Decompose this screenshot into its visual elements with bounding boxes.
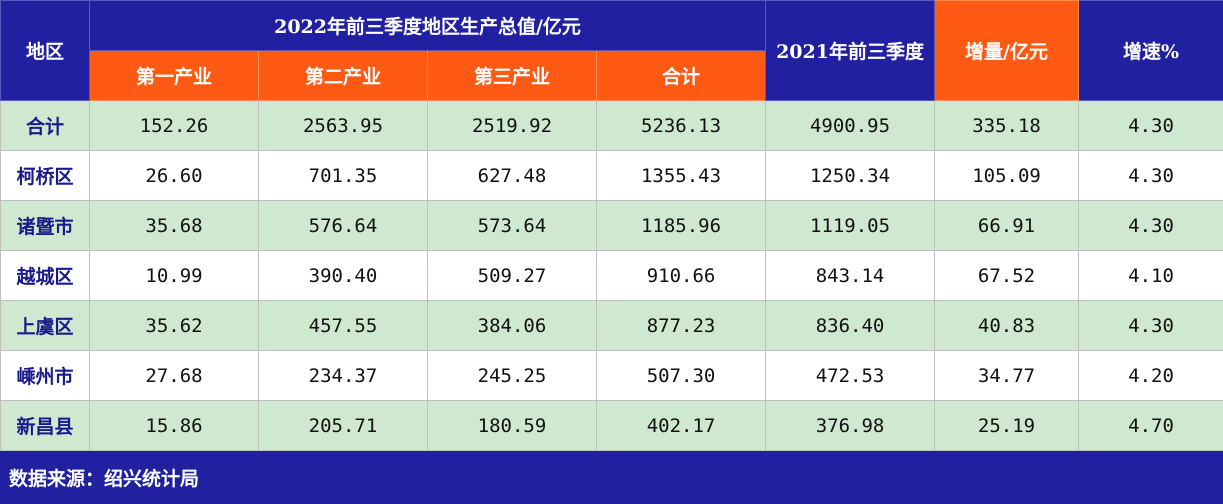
cell-primary: 27.68 xyxy=(90,351,259,401)
cell-tertiary: 573.64 xyxy=(428,201,597,251)
cell-region: 新昌县 xyxy=(1,401,90,451)
cell-total: 877.23 xyxy=(597,301,766,351)
cell-total: 402.17 xyxy=(597,401,766,451)
cell-growth: 4.70 xyxy=(1079,401,1223,451)
cell-secondary: 234.37 xyxy=(259,351,428,401)
header-growth: 增速% xyxy=(1079,1,1223,101)
cell-growth: 4.30 xyxy=(1079,101,1223,151)
cell-increment: 66.91 xyxy=(935,201,1079,251)
cell-prev: 1250.34 xyxy=(766,151,935,201)
cell-secondary: 576.64 xyxy=(259,201,428,251)
cell-increment: 105.09 xyxy=(935,151,1079,201)
cell-increment: 40.83 xyxy=(935,301,1079,351)
header-tertiary-industry: 第三产业 xyxy=(428,51,597,101)
header-total: 合计 xyxy=(597,51,766,101)
cell-prev: 1119.05 xyxy=(766,201,935,251)
source-note: 数据来源：绍兴统计局 xyxy=(1,451,1223,504)
cell-region: 越城区 xyxy=(1,251,90,301)
cell-tertiary: 384.06 xyxy=(428,301,597,351)
cell-growth: 4.30 xyxy=(1079,151,1223,201)
header-prev-year: 2021年前三季度 xyxy=(766,1,935,101)
cell-increment: 34.77 xyxy=(935,351,1079,401)
cell-region: 诸暨市 xyxy=(1,201,90,251)
cell-secondary: 205.71 xyxy=(259,401,428,451)
cell-prev: 376.98 xyxy=(766,401,935,451)
cell-total: 1355.43 xyxy=(597,151,766,201)
header-primary-industry: 第一产业 xyxy=(90,51,259,101)
cell-prev: 843.14 xyxy=(766,251,935,301)
cell-tertiary: 627.48 xyxy=(428,151,597,201)
cell-tertiary: 245.25 xyxy=(428,351,597,401)
cell-tertiary: 509.27 xyxy=(428,251,597,301)
cell-increment: 25.19 xyxy=(935,401,1079,451)
header-row-top: 地区 2022年前三季度地区生产总值/亿元 2021年前三季度 增量/亿元 增速… xyxy=(1,1,1223,51)
cell-primary: 26.60 xyxy=(90,151,259,201)
cell-increment: 335.18 xyxy=(935,101,1079,151)
cell-region: 柯桥区 xyxy=(1,151,90,201)
cell-prev: 472.53 xyxy=(766,351,935,401)
cell-primary: 15.86 xyxy=(90,401,259,451)
header-increment: 增量/亿元 xyxy=(935,1,1079,101)
cell-growth: 4.10 xyxy=(1079,251,1223,301)
header-region: 地区 xyxy=(1,1,90,101)
cell-growth: 4.20 xyxy=(1079,351,1223,401)
cell-tertiary: 2519.92 xyxy=(428,101,597,151)
cell-primary: 152.26 xyxy=(90,101,259,151)
footer-row: 数据来源：绍兴统计局 xyxy=(1,451,1223,504)
cell-increment: 67.52 xyxy=(935,251,1079,301)
cell-tertiary: 180.59 xyxy=(428,401,597,451)
header-group-title: 2022年前三季度地区生产总值/亿元 xyxy=(90,1,766,51)
cell-region: 合计 xyxy=(1,101,90,151)
cell-growth: 4.30 xyxy=(1079,301,1223,351)
cell-total: 5236.13 xyxy=(597,101,766,151)
cell-total: 1185.96 xyxy=(597,201,766,251)
cell-prev: 4900.95 xyxy=(766,101,935,151)
cell-total: 507.30 xyxy=(597,351,766,401)
cell-total: 910.66 xyxy=(597,251,766,301)
header-secondary-industry: 第二产业 xyxy=(259,51,428,101)
cell-primary: 10.99 xyxy=(90,251,259,301)
cell-secondary: 457.55 xyxy=(259,301,428,351)
cell-secondary: 390.40 xyxy=(259,251,428,301)
cell-primary: 35.62 xyxy=(90,301,259,351)
cell-region: 嵊州市 xyxy=(1,351,90,401)
cell-primary: 35.68 xyxy=(90,201,259,251)
cell-growth: 4.30 xyxy=(1079,201,1223,251)
cell-secondary: 701.35 xyxy=(259,151,428,201)
cell-prev: 836.40 xyxy=(766,301,935,351)
cell-region: 上虞区 xyxy=(1,301,90,351)
cell-secondary: 2563.95 xyxy=(259,101,428,151)
